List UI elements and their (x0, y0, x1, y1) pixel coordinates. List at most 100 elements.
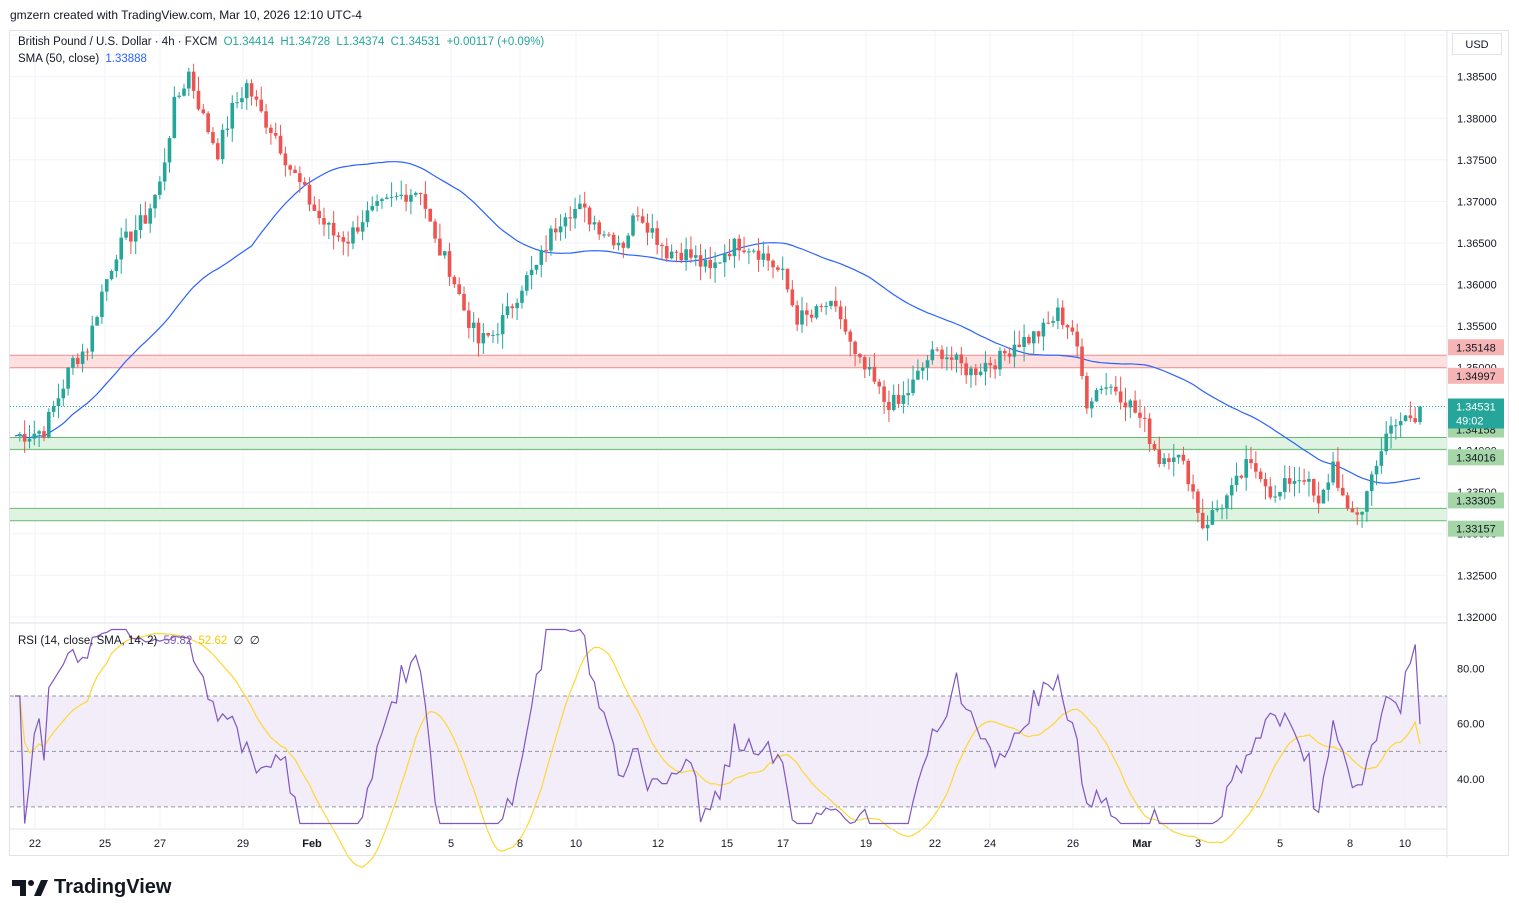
candle-body (124, 231, 128, 238)
candle-body (655, 228, 659, 245)
candle-body (751, 250, 756, 252)
candle-body (129, 231, 133, 242)
zone-price-label: 1.33157 (1456, 524, 1496, 536)
candle-body (660, 244, 664, 247)
candle-body (756, 250, 761, 260)
last-price-label: 1.34531 (1456, 402, 1496, 414)
resistance-zone (10, 355, 1447, 368)
candle-body (1369, 474, 1374, 492)
candle-body (558, 226, 563, 233)
candle-body (148, 208, 152, 224)
candle-body (674, 251, 679, 253)
candle-body (829, 300, 833, 306)
brand[interactable]: TradingView (12, 876, 171, 899)
candle-body (312, 204, 317, 211)
candle-body (1181, 454, 1186, 461)
tradingview-logo-icon (12, 879, 48, 896)
candle-body (481, 333, 486, 344)
candle-body (862, 357, 867, 370)
candle-body (22, 434, 27, 442)
candle-body (75, 358, 80, 364)
candle-body (66, 367, 70, 389)
candle-body (1389, 425, 1393, 434)
candle-body (467, 310, 471, 328)
zone-price-tag (1448, 367, 1504, 384)
candle-body (766, 253, 770, 261)
candle-body (370, 205, 375, 211)
candle-body (524, 275, 529, 291)
candle-body (162, 162, 167, 182)
candle-body (1220, 508, 1224, 510)
candle-body (819, 306, 824, 308)
candle-body (1394, 425, 1398, 427)
candle-body (1229, 485, 1234, 496)
candle-body (1075, 331, 1079, 347)
candle-body (1060, 307, 1065, 325)
candle-body (27, 438, 32, 442)
time-tick-label: 29 (237, 838, 249, 850)
zone-price-tag (1448, 339, 1504, 356)
candle-body (1268, 486, 1273, 498)
candle-body (1070, 327, 1075, 332)
candle-body (814, 306, 819, 318)
candle-body (1307, 478, 1311, 482)
candle-body (409, 194, 413, 202)
candle-body (1085, 375, 1089, 409)
candle-body (833, 300, 838, 307)
candle-body (563, 217, 568, 227)
candle-body (891, 394, 896, 410)
candle-body (790, 289, 795, 306)
countdown-label: 49:02 (1456, 416, 1484, 428)
candle-body (1249, 459, 1253, 464)
candle-body (1316, 495, 1321, 504)
candle-body (201, 109, 206, 114)
sma-label[interactable]: SMA (50, close) (18, 53, 100, 65)
candle-body (1128, 400, 1133, 408)
candle-body (742, 250, 746, 253)
candle-body (1104, 387, 1108, 389)
candle-body (611, 234, 616, 246)
candle-body (264, 111, 268, 128)
candle-body (384, 197, 389, 200)
candle-body (1403, 415, 1408, 422)
candle-body (858, 353, 862, 358)
candle-body (259, 99, 264, 112)
candle-body (206, 113, 210, 133)
candle-body (887, 401, 891, 410)
time-tick-label: 8 (517, 838, 523, 850)
rsi-extra-1: ∅ (233, 635, 244, 647)
zone-price-label: 1.35148 (1456, 342, 1496, 354)
candle-body (1297, 480, 1302, 482)
time-tick-label: 22 (929, 838, 941, 850)
candle-body (872, 366, 877, 382)
candle-body (442, 251, 447, 256)
candle-body (1365, 491, 1369, 512)
candle-body (1171, 457, 1176, 462)
sma-50-line (14, 161, 1421, 484)
candle-body (1099, 388, 1104, 390)
candle-body (327, 222, 331, 225)
candle-body (853, 341, 857, 354)
candle-body (293, 169, 297, 174)
candle-body (1089, 401, 1094, 409)
currency-button[interactable]: USD (1452, 33, 1502, 55)
candle-body (433, 221, 437, 239)
price-tick-label: 1.37000 (1457, 196, 1497, 208)
candle-body (1360, 511, 1364, 515)
rsi-line (15, 628, 1421, 825)
candle-body (413, 192, 418, 195)
rsi-label[interactable]: RSI (14, close, SMA, 14, 2) (18, 635, 158, 647)
price-tick-label: 1.38500 (1457, 72, 1497, 84)
candle-body (182, 88, 186, 96)
candle-body (1191, 484, 1195, 492)
candle-body (462, 293, 466, 311)
candle-body (423, 194, 428, 209)
candle-body (90, 325, 95, 352)
candle-body (520, 290, 524, 303)
candle-body (732, 238, 737, 257)
symbol-name[interactable]: British Pound / U.S. Dollar · 4h · FXCM (18, 36, 218, 48)
candle-body (1176, 454, 1181, 458)
candle-body (747, 251, 751, 253)
candle-body (1065, 324, 1070, 328)
